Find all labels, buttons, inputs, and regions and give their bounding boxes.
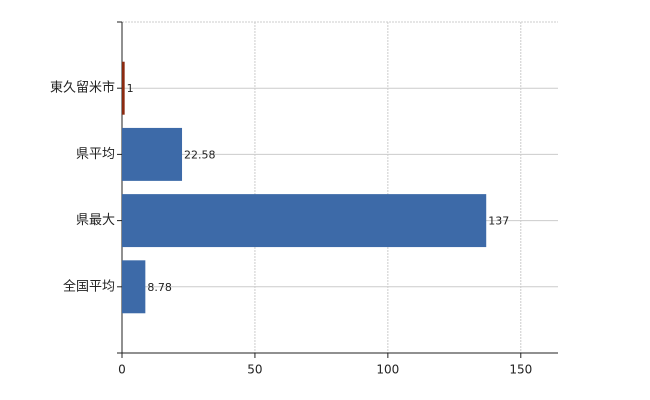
x-tick-label: 0 — [118, 363, 126, 377]
value-label: 8.78 — [147, 281, 172, 294]
value-label: 1 — [127, 82, 134, 95]
x-tick-label: 150 — [509, 363, 532, 377]
y-tick-label: 東久留米市 — [50, 80, 115, 96]
y-tick-label: 県最大 — [76, 213, 115, 228]
bar — [122, 260, 146, 314]
y-tick-label: 県平均 — [76, 147, 115, 162]
y-tick-label: 全国平均 — [63, 278, 115, 294]
value-label: 22.58 — [184, 148, 216, 161]
bar — [122, 194, 487, 248]
value-label: 137 — [488, 215, 509, 228]
bar — [122, 127, 183, 181]
bar — [122, 61, 125, 115]
x-tick-label: 100 — [376, 363, 399, 377]
x-tick-label: 50 — [247, 363, 262, 377]
